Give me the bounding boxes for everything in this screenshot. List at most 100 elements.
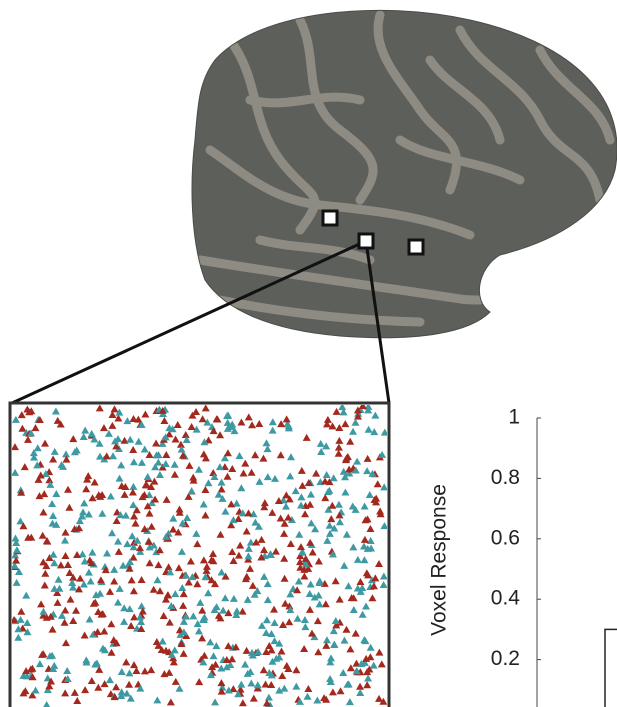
neuron: [61, 607, 69, 614]
neuron: [362, 602, 370, 609]
neuron: [284, 514, 292, 521]
neuron: [86, 615, 94, 622]
neuron: [171, 471, 179, 478]
neuron: [228, 548, 236, 555]
neuron: [138, 459, 146, 466]
neuron: [217, 531, 225, 538]
neuron: [98, 510, 106, 517]
neuron: [174, 421, 182, 428]
neuron: [57, 561, 65, 568]
chart: 00.20.40.60.81: [491, 406, 617, 707]
neuron: [107, 620, 115, 627]
neuron: [64, 561, 72, 568]
neuron: [17, 616, 25, 623]
neuron: [328, 502, 336, 509]
neuron: [129, 446, 137, 453]
neuron: [154, 459, 162, 466]
neuron: [261, 499, 269, 506]
neuron: [375, 560, 383, 567]
neuron: [103, 549, 111, 556]
neuron: [336, 596, 344, 603]
neuron: [250, 695, 258, 702]
neuron: [246, 565, 254, 572]
neuron: [65, 504, 73, 511]
neuron: [37, 600, 45, 607]
neuron: [256, 478, 264, 485]
neuron: [260, 666, 268, 673]
neuron: [361, 536, 369, 543]
neuron: [271, 475, 279, 482]
neuron: [43, 701, 51, 707]
neuron: [324, 416, 332, 423]
voxel-marker: [409, 240, 423, 254]
neuron: [45, 476, 53, 483]
neuron: [269, 418, 277, 425]
neuron: [182, 431, 190, 438]
figure: Voxel Response 00.20.40.60.81: [0, 0, 617, 707]
neuron: [160, 612, 168, 619]
neuron: [130, 587, 138, 594]
neuron: [115, 475, 123, 482]
neuron-population: [10, 402, 389, 707]
neuron: [112, 683, 120, 690]
neuron: [230, 595, 238, 602]
neuron: [11, 443, 19, 450]
neuron: [336, 518, 344, 525]
neuron: [364, 455, 372, 462]
neuron: [366, 525, 374, 532]
neuron: [135, 438, 143, 445]
neuron: [349, 543, 357, 550]
neuron: [268, 509, 276, 516]
neuron: [66, 596, 74, 603]
neuron: [269, 427, 277, 434]
neuron: [346, 698, 354, 705]
neuron: [228, 465, 236, 472]
neuron: [52, 407, 60, 414]
neuron: [356, 689, 364, 696]
neuron: [81, 427, 89, 434]
neuron: [36, 660, 44, 667]
neuron: [50, 662, 58, 669]
y-tick-label: 0.2: [491, 647, 520, 670]
neuron: [282, 503, 290, 510]
neuron: [363, 569, 371, 576]
neuron: [140, 491, 148, 498]
neuron: [172, 678, 180, 685]
neuron: [378, 451, 386, 458]
neuron: [216, 431, 224, 438]
neuron: [62, 529, 70, 536]
neuron: [340, 637, 348, 644]
neuron: [294, 615, 302, 622]
neuron: [91, 479, 99, 486]
neuron: [80, 499, 88, 506]
neuron: [24, 436, 32, 443]
neuron: [61, 689, 69, 696]
neuron: [236, 542, 244, 549]
neuron: [200, 450, 208, 457]
neuron: [264, 580, 272, 587]
neuron: [54, 599, 62, 606]
neuron: [221, 594, 229, 601]
neuron: [364, 674, 372, 681]
neuron: [130, 512, 138, 519]
neuron: [292, 683, 300, 690]
neuron: [39, 608, 47, 615]
neuron: [227, 500, 235, 507]
neuron: [335, 444, 343, 451]
neuron: [323, 636, 331, 643]
neuron: [141, 410, 149, 417]
neuron: [254, 681, 262, 688]
neuron: [264, 596, 272, 603]
neuron: [153, 696, 161, 703]
neuron: [363, 467, 371, 474]
neuron: [175, 685, 183, 692]
y-tick-label: 0.4: [491, 587, 521, 610]
neuron: [14, 634, 22, 641]
neuron: [155, 561, 163, 568]
neuron: [162, 451, 170, 458]
neuron: [31, 424, 39, 431]
neuron: [247, 680, 255, 687]
neuron: [281, 575, 289, 582]
neuron: [125, 681, 133, 688]
neuron: [245, 545, 253, 552]
